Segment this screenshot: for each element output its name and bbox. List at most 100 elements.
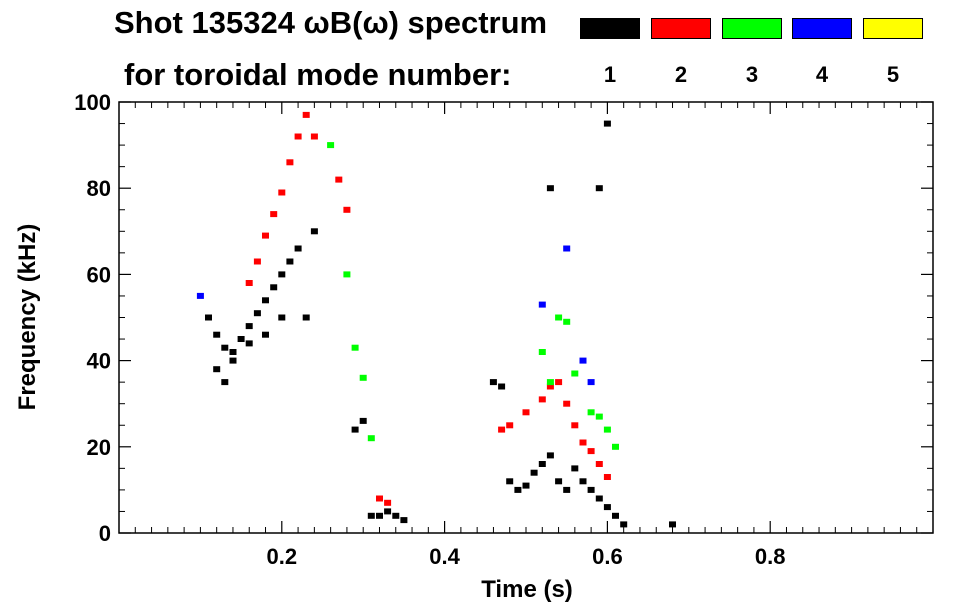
mode-1-point bbox=[221, 379, 229, 386]
mode-4-point bbox=[563, 245, 571, 252]
mode-2-point bbox=[270, 211, 278, 218]
mode-2-point bbox=[253, 258, 261, 265]
legend-label-2: 2 bbox=[674, 62, 688, 87]
mode-1-point bbox=[595, 495, 603, 502]
mode-2-point bbox=[563, 400, 571, 407]
mode-1-point bbox=[620, 521, 628, 528]
data-marks bbox=[196, 111, 676, 528]
mode-1-point bbox=[367, 512, 375, 519]
axis-ticks: 0.2 0.4 0.6 0.8 0 20 40 60 80 100 bbox=[74, 90, 933, 569]
x-tick-label: 0.2 bbox=[267, 544, 298, 569]
mode-2-point bbox=[587, 448, 595, 455]
mode-2-point bbox=[245, 280, 253, 286]
mode-2-point bbox=[376, 495, 383, 502]
mode-3-point bbox=[367, 435, 375, 442]
mode-1-point bbox=[310, 228, 318, 235]
mode-1-point bbox=[359, 417, 367, 424]
mode-1-point bbox=[213, 366, 221, 373]
mode-3-point bbox=[343, 271, 351, 278]
mode-1-point bbox=[563, 486, 571, 493]
mode-1-point bbox=[302, 314, 310, 321]
mode-1-point bbox=[514, 486, 522, 493]
mode-2-point bbox=[595, 461, 603, 467]
mode-3-point bbox=[546, 379, 554, 386]
x-tick-label: 0.6 bbox=[592, 544, 623, 569]
legend-swatch-4 bbox=[792, 18, 852, 39]
mode-3-point bbox=[327, 142, 335, 149]
mode-4-point bbox=[196, 292, 204, 299]
mode-1-point bbox=[229, 349, 237, 355]
mode-4-point bbox=[538, 301, 546, 308]
mode-3-point bbox=[538, 349, 546, 355]
mode-2-point bbox=[571, 422, 579, 429]
y-tick-label: 20 bbox=[87, 435, 111, 460]
mode-3-point bbox=[612, 443, 619, 450]
mode-1-point bbox=[392, 512, 400, 519]
mode-2-point bbox=[343, 206, 351, 213]
mode-1-point bbox=[538, 461, 546, 467]
mode-3-point bbox=[571, 370, 579, 377]
mode-3-point bbox=[555, 314, 563, 321]
legend-label-5: 5 bbox=[886, 62, 900, 87]
legend-swatch-3 bbox=[722, 18, 782, 39]
mode-1-point bbox=[278, 271, 286, 278]
legend-label-3: 3 bbox=[745, 62, 759, 87]
mode-1-point bbox=[546, 452, 554, 459]
mode-1-point bbox=[603, 120, 611, 127]
mode-1-point bbox=[579, 478, 587, 485]
mode-3-point bbox=[603, 426, 611, 433]
mode-1-point bbox=[262, 297, 269, 304]
mode-1-point bbox=[245, 340, 253, 347]
mode-1-point bbox=[221, 344, 229, 351]
mode-1-point bbox=[669, 521, 676, 528]
mode-1-point bbox=[213, 331, 221, 338]
legend-swatch-1 bbox=[580, 18, 640, 39]
mode-2-point bbox=[262, 232, 269, 239]
plot-border bbox=[118, 101, 934, 534]
mode-1-point bbox=[229, 357, 237, 364]
mode-1-point bbox=[571, 465, 579, 472]
plot-frame bbox=[118, 101, 934, 534]
mode-1-point bbox=[506, 478, 514, 485]
y-tick-label: 80 bbox=[87, 176, 111, 201]
chart-title: Shot 135324 ωB(ω) spectrum bbox=[114, 5, 548, 40]
mode-1-point bbox=[522, 482, 530, 489]
mode-1-point bbox=[270, 284, 278, 291]
mode-1-point bbox=[489, 379, 497, 386]
y-tick-label: 60 bbox=[87, 262, 111, 287]
mode-1-point bbox=[262, 331, 269, 338]
mode-2-point bbox=[310, 133, 318, 140]
mode-2-point bbox=[335, 176, 343, 183]
mode-2-point bbox=[603, 474, 611, 480]
mode-1-point bbox=[546, 185, 554, 192]
mode-1-point bbox=[595, 185, 603, 192]
mode-1-point bbox=[530, 469, 538, 476]
mode-1-point bbox=[237, 336, 245, 342]
mode-2-point bbox=[506, 422, 514, 429]
x-axis-label: Time (s) bbox=[481, 576, 573, 603]
y-tick-label: 100 bbox=[74, 90, 111, 115]
x-tick-label: 0.4 bbox=[429, 544, 460, 569]
legend-swatch-5 bbox=[863, 18, 923, 39]
mode-3-point bbox=[351, 344, 359, 351]
mode-2-point bbox=[538, 396, 546, 403]
mode-2-point bbox=[498, 426, 506, 433]
mode-1-point bbox=[384, 508, 392, 515]
mode-1-point bbox=[245, 323, 253, 330]
mode-1-point bbox=[294, 245, 302, 252]
y-tick-label: 0 bbox=[99, 521, 111, 546]
mode-2-point bbox=[579, 439, 587, 446]
x-tick-label: 0.8 bbox=[755, 544, 786, 569]
mode-2-point bbox=[546, 383, 554, 390]
legend-swatch-2 bbox=[651, 18, 711, 39]
mode-3-point bbox=[359, 374, 367, 381]
mode-1-point bbox=[286, 258, 294, 265]
mode-3-point bbox=[595, 413, 603, 420]
mode-1-point bbox=[253, 310, 261, 317]
mode-2-point bbox=[555, 379, 563, 386]
mode-1-point bbox=[612, 512, 619, 519]
mode-1-point bbox=[498, 383, 506, 390]
chart-subtitle: for toroidal mode number: bbox=[124, 57, 512, 92]
mode-2-point bbox=[384, 499, 392, 506]
